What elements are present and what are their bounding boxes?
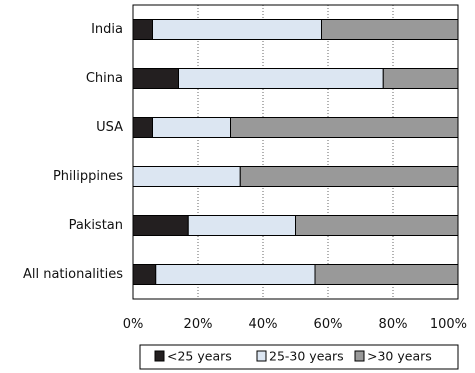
x-tick-label: 100% (430, 317, 467, 332)
x-tick-label: 0% (123, 317, 144, 332)
x-tick-label: 40% (249, 317, 278, 332)
bar-segment (132, 68, 179, 89)
plot-frame (132, 4, 459, 300)
x-axis-labels: 0% 20% 40% 60% 80% 100% (123, 317, 467, 332)
y-tick-label: All nationalities (23, 267, 123, 282)
bars (132, 19, 459, 285)
legend-swatch (354, 350, 365, 362)
bar-segment (152, 19, 322, 40)
y-tick-label: Philippines (53, 169, 123, 184)
bar-segment (382, 68, 459, 89)
bar-segment (155, 264, 316, 285)
bar-segment (132, 166, 241, 187)
y-tick-label: Pakistan (69, 218, 123, 233)
legend-swatch (256, 350, 267, 362)
bar-segment (132, 215, 189, 236)
x-tick-label: 80% (379, 317, 408, 332)
legend-box (139, 344, 459, 370)
bar-segment (187, 215, 296, 236)
bar-segment (321, 19, 459, 40)
x-tick-label: 60% (314, 317, 343, 332)
legend-label: <25 years (167, 349, 232, 364)
bar-segment (239, 166, 459, 187)
y-tick-label: China (86, 71, 123, 86)
bar-segment (314, 264, 459, 285)
legend-label: 25-30 years (269, 349, 344, 364)
bar-segment (295, 215, 459, 236)
bar-segment (230, 117, 459, 138)
gridlines (197, 5, 394, 299)
y-tick-label: India (91, 22, 123, 37)
legend-swatch (154, 350, 165, 362)
bar-segment (132, 19, 153, 40)
bar-segment (178, 68, 384, 89)
bar-segment (152, 117, 231, 138)
bar-segment (132, 117, 153, 138)
legend-label: >30 years (367, 349, 432, 364)
y-tick-label: USA (96, 120, 123, 135)
legend: <25 years 25-30 years >30 years (139, 344, 459, 370)
y-axis-labels: India China USA Philippines Pakistan All nati… (23, 22, 123, 282)
x-tick-label: 20% (184, 317, 213, 332)
bar-segment (132, 264, 157, 285)
